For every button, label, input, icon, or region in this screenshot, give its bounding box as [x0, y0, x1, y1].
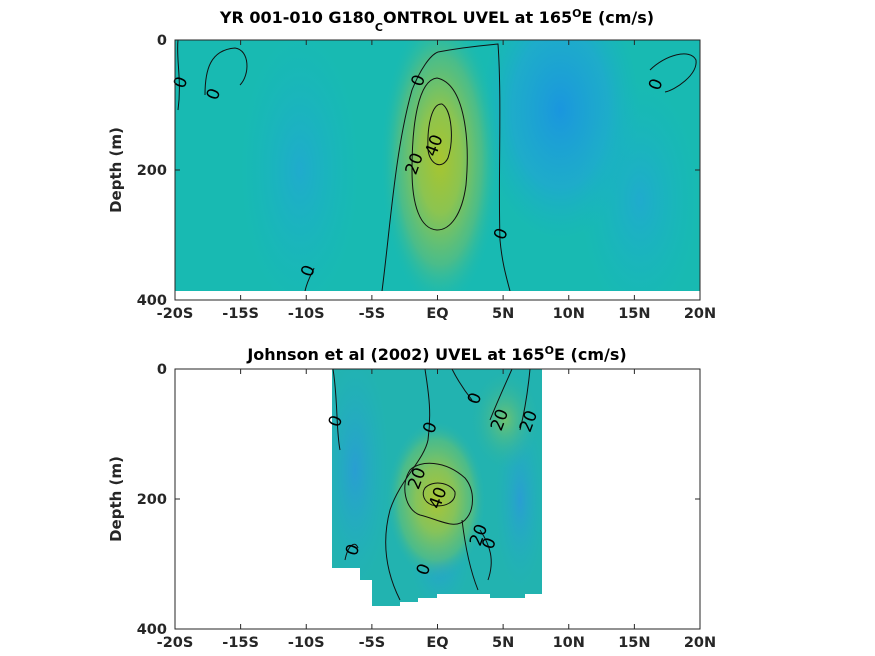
panel-1-contour-zero-bottom: [304, 267, 315, 291]
panel-2-x-tick-label: -20S: [157, 635, 194, 651]
panel-1-contour-zero-sw: [204, 47, 248, 96]
panel-1-y-axis-label: Depth (m): [107, 127, 125, 213]
panel-2-y-tick-label: 200: [137, 492, 167, 508]
panel-2-x-tick-label: 10N: [553, 635, 585, 651]
panel-2-contour-zero-mid: [385, 369, 431, 601]
panel-1-contour-zero-core-west: [381, 51, 439, 291]
panel-1-contour-20: [411, 77, 468, 231]
panel-2-x-tick-label: -5S: [359, 635, 386, 651]
panel-1-x-tick-label: -10S: [288, 306, 325, 322]
panel-2-contour-20-east: [519, 369, 531, 431]
panel-1-y-tick-label: 0: [157, 33, 167, 49]
panel-1-title: YR 001-010 G180CONTROL UVEL at 165OE (cm…: [219, 7, 654, 34]
panel-2-x-tick-label: 20N: [684, 635, 716, 651]
panel-1-x-tick-label: 20N: [684, 306, 716, 322]
panel-2-contour-20-core: [404, 462, 473, 525]
panel-1-y-tick-label: 400: [137, 293, 167, 309]
panel-2-undercurrent-core: [386, 420, 486, 580]
panel-2-y-tick-label: 0: [157, 362, 167, 378]
panel-2-contour-zero-se: [479, 529, 492, 581]
panel-2-contour-20-south: [461, 519, 479, 591]
panel-2-ticks: -20S -15S -10S -5S EQ 5N 10N 15N 20N 0 200 400: [137, 362, 716, 651]
panel-2-contour-zero-top: [451, 369, 473, 401]
panel-2-field: [332, 369, 542, 606]
panel-1-x-tick-label: -15S: [222, 306, 259, 322]
panel-2-contour-zero-west: [332, 369, 341, 451]
panel-1-ticks: -20S -15S -10S -5S EQ 5N 10N 15N 20N 0 200 400: [137, 33, 716, 322]
panel-1-contours: [177, 40, 697, 291]
panel-1-blue-band-left: [240, 40, 360, 291]
panel-2-contour-zero-sw: [344, 543, 359, 561]
panel-1-x-tick-label: 10N: [553, 306, 585, 322]
panel-2: Johnson et al (2002) UVEL at 165OE (cm/s…: [107, 344, 716, 651]
panel-2-x-tick-label: 15N: [618, 635, 650, 651]
panel-2-eastward-flow: [470, 370, 540, 470]
panel-2-y-axis-label: Depth (m): [107, 456, 125, 542]
panel-2-blue-west: [332, 369, 390, 590]
panel-1-y-tick-label: 200: [137, 163, 167, 179]
panel-1-field: [175, 40, 700, 291]
panel-2-x-tick-label: -10S: [288, 635, 325, 651]
panel-1-undercurrent-core: [380, 40, 500, 291]
panel-1-contour-zero-ne: [649, 53, 697, 93]
panel-2-contour-20-ne: [489, 369, 513, 421]
panel-1-contour-zero-core-east: [437, 43, 511, 291]
panel-2-x-tick-label: 5N: [492, 635, 514, 651]
panel-1-x-tick-label: 5N: [492, 306, 514, 322]
panel-1-contour-zero-left: [177, 40, 180, 111]
panel-1-x-tick-label: 15N: [618, 306, 650, 322]
panel-2-contour-40: [422, 482, 456, 507]
panel-1: YR 001-010 G180CONTROL UVEL at 165OE (cm…: [107, 7, 716, 322]
panel-2-x-tick-label: -15S: [222, 635, 259, 651]
panel-2-x-tick-label: EQ: [426, 635, 448, 651]
panel-1-x-tick-label: EQ: [426, 306, 448, 322]
panel-2-contours: [332, 369, 531, 601]
panel-2-y-tick-label: 400: [137, 622, 167, 638]
panel-1-x-tick-label: -20S: [157, 306, 194, 322]
panel-1-contour-40: [427, 103, 452, 166]
panel-1-blue-band-right: [580, 80, 700, 291]
panel-2-title: Johnson et al (2002) UVEL at 165OE (cm/s…: [246, 344, 626, 364]
panel-1-x-tick-label: -5S: [359, 306, 386, 322]
